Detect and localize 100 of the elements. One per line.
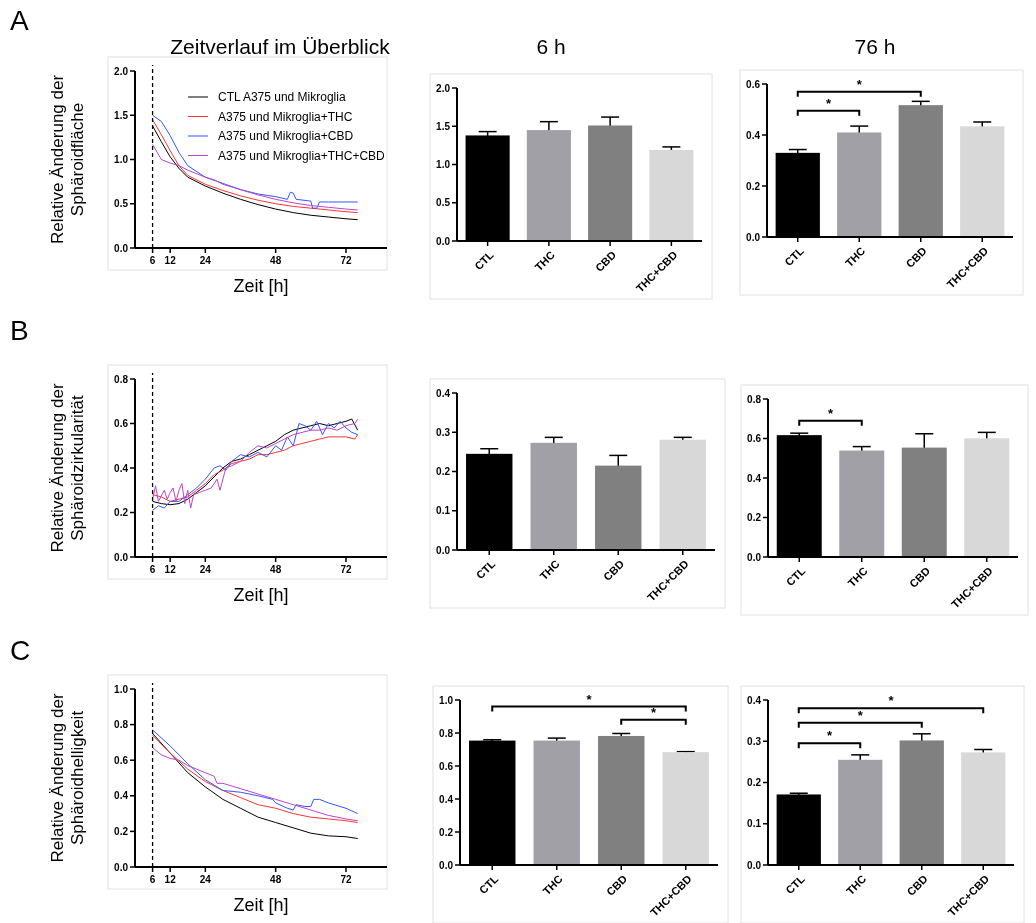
y-tick-label: 2.0 [436, 82, 451, 94]
significance-bracket: * [797, 707, 923, 729]
y-tick-label: 0.8 [439, 727, 454, 739]
y-tick-label: 0.1 [436, 505, 451, 517]
annotation: * [856, 76, 863, 92]
y-tick-label: 1.5 [114, 109, 129, 121]
bar [595, 465, 642, 550]
y-tick-label: 1.0 [114, 683, 129, 695]
x-tick-label: CTL [476, 872, 501, 897]
x-tick-label: 72 [340, 255, 352, 266]
y-axis-title: Relative Änderung der Sphäroidhelligkeit [48, 693, 87, 863]
x-tick-label: 24 [199, 564, 212, 575]
y-tick-label: 0.2 [436, 466, 451, 477]
x-tick-label: CTL [782, 244, 807, 269]
y-tick-label: 0.0 [747, 859, 762, 871]
text: A [10, 5, 29, 36]
line-series [152, 434, 359, 502]
y-tick-label: 0.3 [747, 735, 762, 747]
y-axis-title: Relative Änderung der Sphäroidfläche [48, 74, 87, 245]
significance-bracket: * [798, 405, 863, 427]
y-tick-label: 0.6 [439, 760, 454, 772]
y-tick-label: 0.0 [746, 231, 761, 243]
y-tick-label: 0.6 [746, 78, 761, 90]
x-tick-label: 72 [340, 874, 352, 885]
annotation: * [827, 405, 834, 421]
annotation: * [888, 693, 895, 709]
x-tick-label: 12 [164, 255, 177, 266]
annotation: * [586, 691, 593, 707]
annotation: * [826, 728, 833, 744]
y-tick-label: 0.0 [114, 242, 129, 254]
x-axis-title: Zeit [h] [233, 895, 289, 915]
y-tick-label: 1.0 [114, 154, 129, 165]
y-tick-label: 0.2 [114, 825, 129, 837]
x-tick-label: 48 [270, 564, 282, 575]
text: C [10, 635, 31, 666]
x-tick-label: 48 [270, 874, 282, 885]
y-tick-label: 0.6 [114, 418, 129, 429]
y-tick-label: 0.6 [747, 433, 762, 444]
line-series [152, 733, 359, 840]
bar [649, 149, 694, 241]
bar [530, 442, 577, 550]
y-tick-label: 0.2 [439, 826, 454, 838]
x-tick-label: CTL [783, 872, 808, 897]
y-tick-label: 0.4 [746, 129, 761, 141]
legend-label: A375 und Mikroglia+CBD [218, 129, 354, 144]
y-tick-label: 0.1 [747, 818, 762, 830]
y-tick-label: 0.0 [747, 551, 762, 563]
y-tick-label: 0.0 [439, 859, 454, 871]
line-series [152, 747, 359, 822]
significance-bracket: * [620, 704, 687, 726]
x-tick-label: 6 [149, 255, 156, 266]
text: B [10, 315, 29, 346]
x-tick-label: 24 [199, 255, 212, 266]
significance-bracket: * [797, 728, 862, 750]
x-tick-label: 72 [340, 564, 352, 575]
legend-label: A375 und Mikroglia+THC [218, 109, 353, 124]
y-tick-label: 0.4 [747, 472, 762, 484]
y-tick-label: 1.0 [439, 694, 454, 706]
bar [899, 740, 944, 865]
y-tick-label: 0.4 [747, 694, 762, 706]
bar [588, 125, 633, 241]
y-tick-label: 0.4 [439, 793, 454, 805]
bar [901, 447, 947, 557]
annotation: * [857, 707, 864, 723]
y-tick-label: 0.4 [436, 387, 451, 399]
x-tick-label: CTL [472, 248, 496, 273]
y-tick-label: 1.0 [436, 159, 451, 170]
x-tick-label: CTL [783, 564, 808, 589]
bar [659, 439, 706, 550]
annotation: * [825, 95, 832, 111]
bar [839, 450, 885, 557]
y-tick-label: 0.2 [747, 777, 762, 788]
y-tick-label: 0.8 [114, 373, 129, 385]
y-tick-label: 0.0 [436, 544, 451, 556]
bar [838, 759, 883, 865]
y-tick-label: 0.0 [114, 551, 129, 563]
x-tick-label: 6 [149, 564, 156, 575]
bar [964, 438, 1010, 557]
x-tick-label: 6 [149, 874, 156, 885]
bar [961, 752, 1006, 865]
y-axis-title: Relative Änderung der Sphäroidzirkularität [48, 383, 87, 553]
bar [837, 132, 882, 237]
legend-label: CTL A375 und Mikroglia [218, 90, 346, 105]
legend-label: A375 und Mikroglia+THC+CBD [218, 148, 386, 163]
y-tick-label: 0.2 [747, 512, 762, 523]
y-tick-label: 0.0 [436, 235, 451, 247]
x-axis-title: Zeit [h] [233, 585, 289, 605]
y-tick-label: 0.3 [436, 426, 451, 438]
annotation: * [650, 704, 657, 720]
y-tick-label: 0.8 [114, 719, 129, 731]
y-tick-label: 0.4 [114, 462, 129, 474]
y-tick-label: 0.5 [114, 198, 129, 210]
x-tick-label: CTL [473, 557, 498, 582]
x-axis-title: Zeit [h] [233, 276, 289, 296]
y-tick-label: 0.0 [114, 861, 129, 873]
y-tick-label: 0.8 [747, 393, 762, 405]
y-tick-label: 1.5 [436, 120, 451, 132]
significance-bracket: * [796, 76, 922, 98]
bar [526, 130, 571, 241]
x-tick-label: 48 [270, 255, 282, 266]
